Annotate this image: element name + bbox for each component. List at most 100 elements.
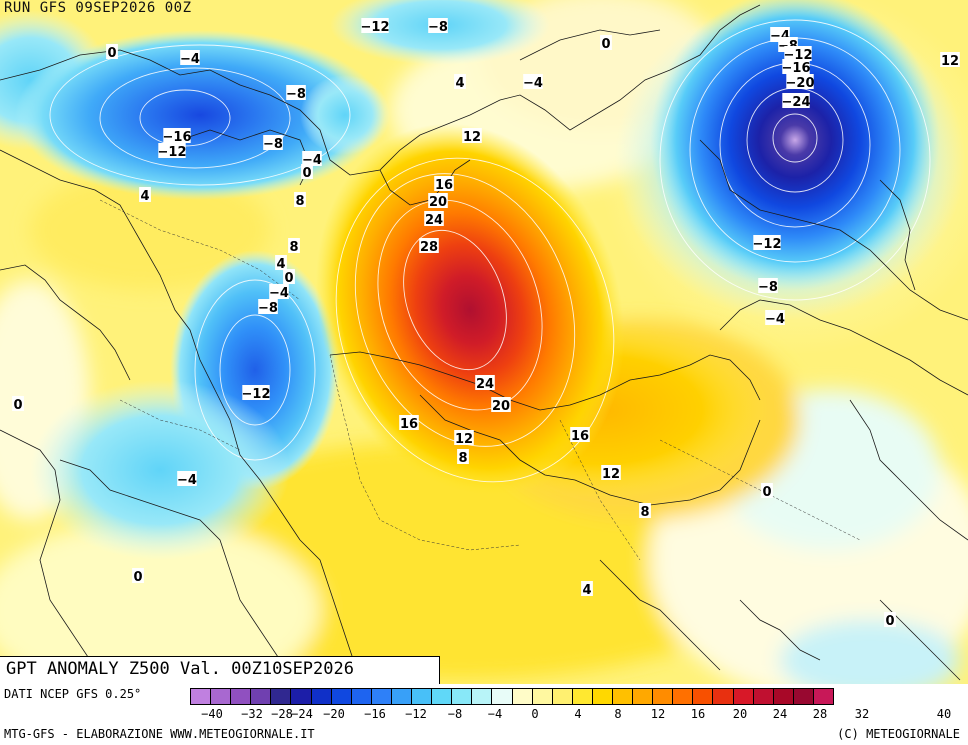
legend-tick-label: −4 [487,707,503,721]
legend-swatch [572,688,593,705]
contour-label-background [275,255,287,270]
contour-label: −4 [177,473,197,488]
contour-label: −8 [428,20,448,35]
legend-swatch [432,688,453,705]
contour-label-background [600,35,612,50]
contour-label-background [294,192,306,207]
contour-label: −16 [163,130,192,145]
contour-label: −4 [765,312,785,327]
contour-label-background [177,471,197,486]
legend-tick-label: 32 [854,707,870,721]
legend-tick-label: −8 [447,707,463,721]
contour-label-background [581,581,593,596]
legend-swatch [211,688,232,705]
legend-tick-label: −32 [241,707,263,721]
contour-label: 0 [601,37,610,52]
legend-tick-label: 40 [936,707,952,721]
legend-swatch [291,688,312,705]
legend-tick-label: 0 [531,707,539,721]
contour-label-background [428,18,448,33]
legend-tick-label: −40 [201,707,223,721]
contour-label: 4 [582,583,591,598]
contour-label: 0 [133,570,142,585]
legend-swatch [492,688,513,705]
contour-label: −8 [258,301,278,316]
contour-label-background [428,193,448,208]
legend-ticks: −40 −32 −28 −24 −20 −16 −12 −8 −4 0 4 8 12 16 20 24 28 32… [0,707,968,723]
contour-label-background [288,238,300,253]
legend-swatch [391,688,413,705]
contour-label-background [786,74,814,89]
legend-tick-label: 8 [614,707,622,721]
contour-label: 0 [762,485,771,500]
legend-swatch [251,688,272,705]
contour-label: 0 [284,271,293,286]
contour-label: −12 [158,145,187,160]
contour-label: −12 [753,237,782,252]
contour-label-background [462,128,482,143]
contour-label-background [424,211,444,226]
legend-swatch [452,688,473,705]
legend-swatch [773,688,794,705]
geopotential-anomaly-map: −12−80−44−40−4−8−12−1612−20−24−8−16−12−8… [0,0,968,684]
contour-label-background [782,93,810,108]
legend-swatch [793,688,814,705]
contour-label-background [132,568,144,583]
legend-tick-label: 28 [812,707,828,721]
legend-tick-label: 12 [650,707,666,721]
contour-label: 16 [400,417,418,432]
legend-swatch [472,688,493,705]
title-box: GPT ANOMALY Z500 Val. 00Z10SEP2026 [0,656,440,684]
legend-swatch [713,688,734,705]
legend-swatch [191,688,212,705]
legend-tick-label: 24 [772,707,788,721]
contour-label: 20 [492,399,510,414]
contour-label-background [434,176,454,191]
legend-swatch [331,688,352,705]
contour-label: −16 [782,61,811,76]
contour-label: 16 [435,178,453,193]
contour-label-background [457,449,469,464]
contour-label-background [884,612,896,627]
contour-label-background [570,427,590,442]
contour-label: 20 [429,195,447,210]
contour-label: 8 [295,194,304,209]
legend-tick-label: 20 [732,707,748,721]
contour-label: −24 [782,95,811,110]
legend-swatch [753,688,774,705]
contour-label-background [258,299,278,314]
contour-label: 12 [463,130,481,145]
contour-label: 12 [455,432,473,447]
contour-label-background [761,483,773,498]
contour-label-background [139,187,151,202]
contour-label-background [180,50,200,65]
contour-label-background [419,238,439,253]
contour-label: −8 [263,137,283,152]
contour-label-background [491,397,511,412]
legend-swatch [813,688,834,705]
legend-swatch [412,688,433,705]
legend-tick-label: 4 [574,707,582,721]
contour-label: 0 [13,398,22,413]
legend-swatch [311,688,332,705]
contour-label-background [158,143,186,158]
legend-tick-label: −20 [323,707,345,721]
contour-label-background [301,164,313,179]
legend-swatch [351,688,372,705]
contour-label: 4 [140,189,149,204]
contour-label: 4 [455,76,464,91]
run-label: RUN GFS 09SEP2026 00Z [4,0,192,16]
footer-credit: MTG-GFS - ELABORAZIONE WWW.METEOGIORNALE… [4,727,315,741]
contour-label-background [283,269,295,284]
legend-swatch [532,688,553,705]
contour-label: 8 [458,451,467,466]
contour-label-background [361,18,389,33]
coastlines [0,4,968,681]
contour-label-background [758,278,778,293]
contour-label: 8 [289,240,298,255]
contour-label-background [163,128,191,143]
legend-swatch [231,688,252,705]
contour-label: 0 [107,46,116,61]
contour-label-background [475,375,495,390]
contour-label-background [302,151,322,166]
